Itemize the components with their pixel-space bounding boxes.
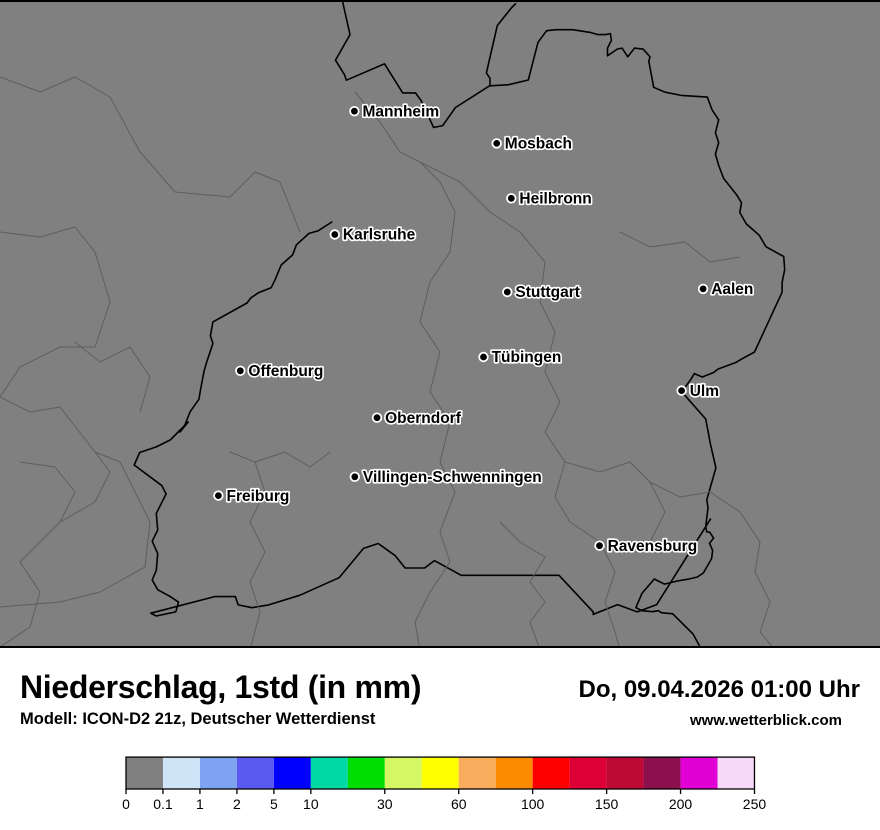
svg-text:2: 2 xyxy=(233,796,241,812)
svg-text:200: 200 xyxy=(669,796,693,812)
svg-text:60: 60 xyxy=(451,796,467,812)
svg-text:1: 1 xyxy=(196,796,204,812)
svg-text:10: 10 xyxy=(303,796,319,812)
svg-text:150: 150 xyxy=(595,796,619,812)
svg-text:0.1: 0.1 xyxy=(153,796,173,812)
svg-text:30: 30 xyxy=(377,796,393,812)
svg-text:250: 250 xyxy=(743,796,767,812)
svg-text:5: 5 xyxy=(270,796,278,812)
svg-text:0: 0 xyxy=(122,796,130,812)
svg-text:100: 100 xyxy=(521,796,545,812)
